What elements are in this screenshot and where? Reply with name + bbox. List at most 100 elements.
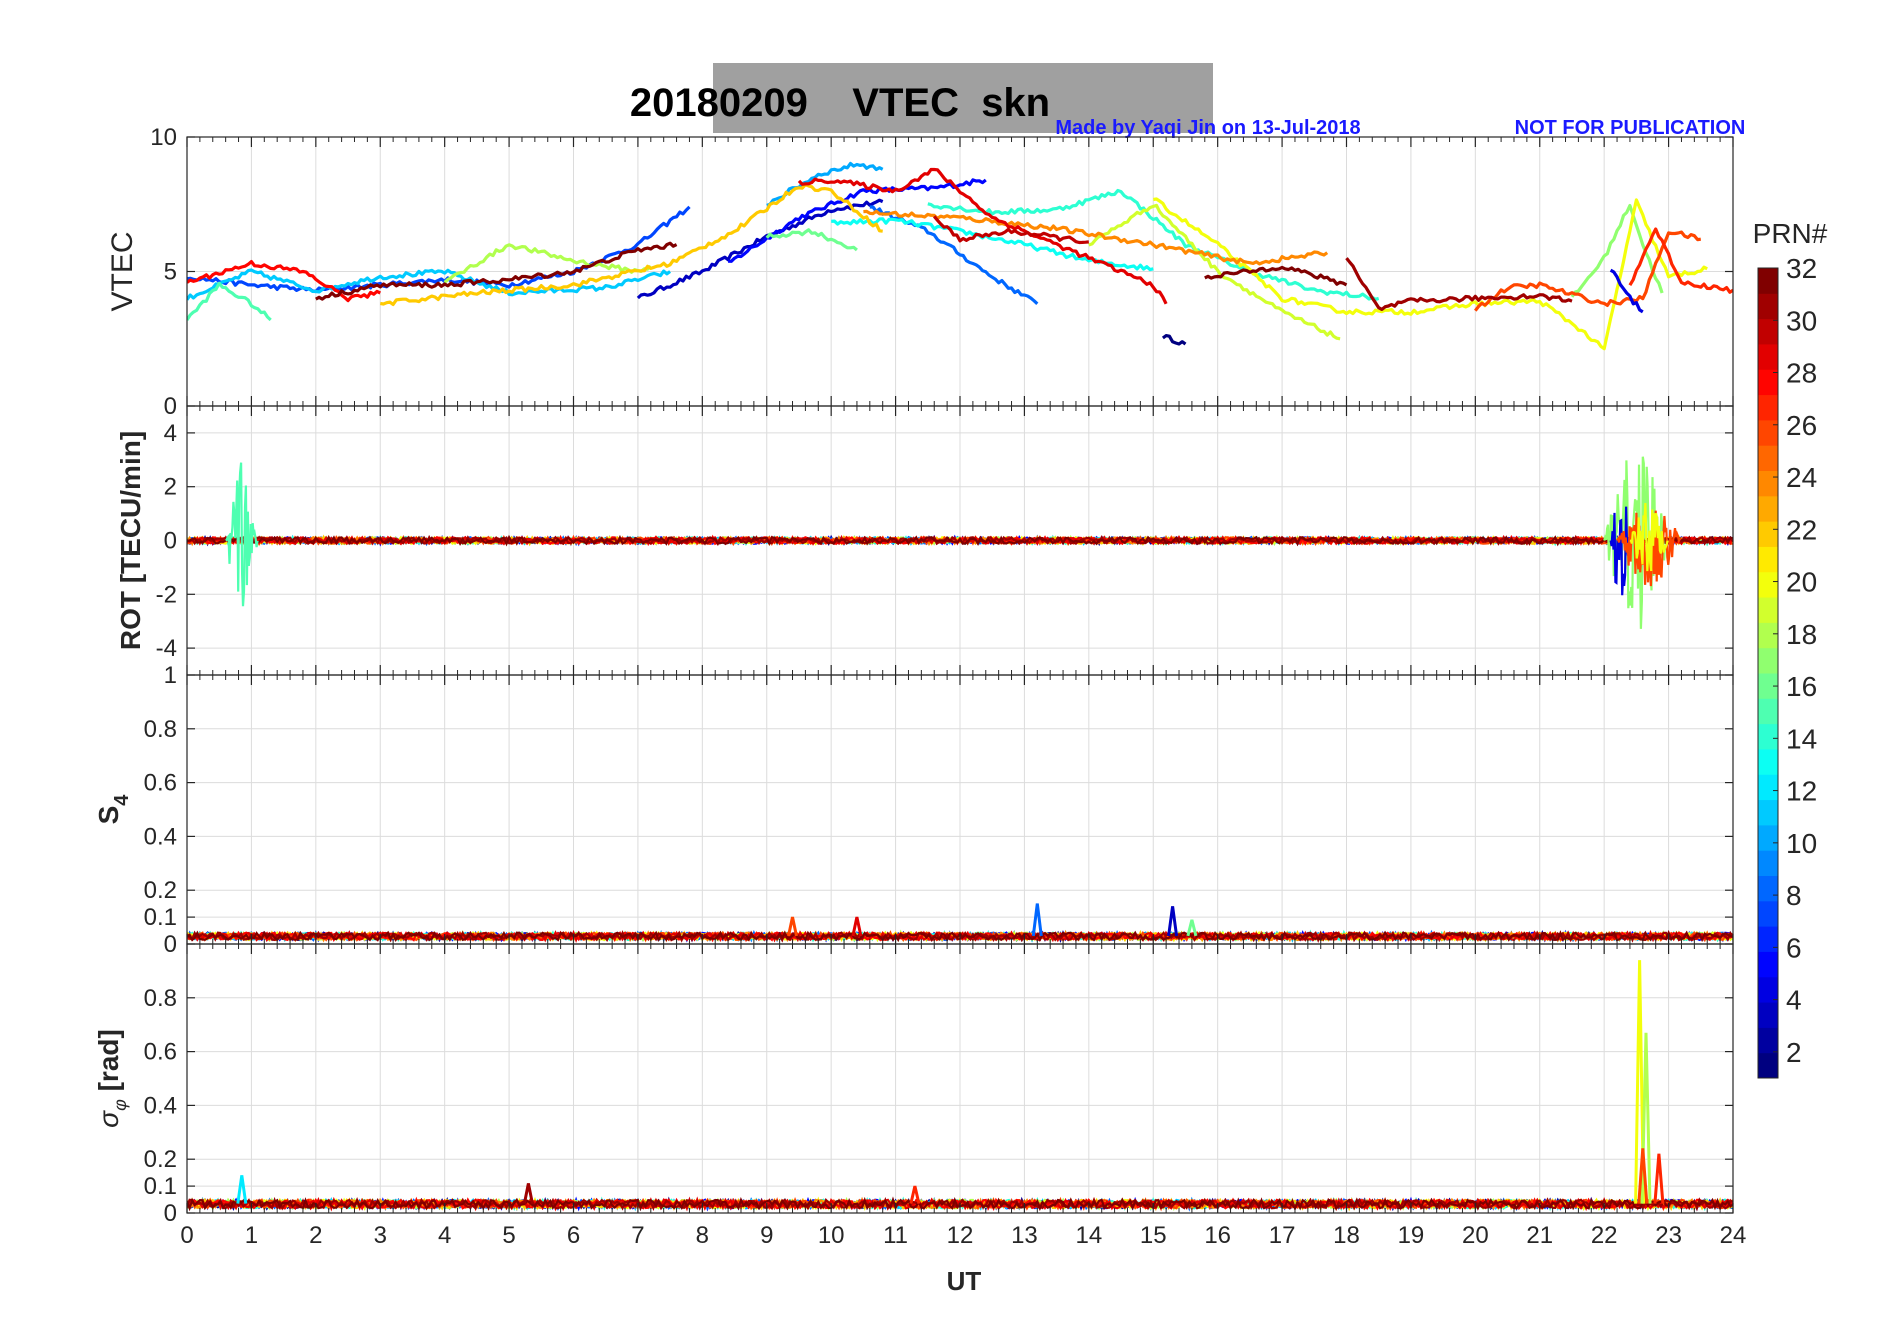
colorbar-swatch (1758, 369, 1778, 396)
y-tick-label: 0.6 (144, 1039, 177, 1066)
series-line-prn-31 (1345, 257, 1573, 311)
colorbar-tick-label: 10 (1786, 828, 1817, 859)
colorbar-swatch (1758, 1027, 1778, 1054)
colorbar-swatch (1758, 647, 1778, 674)
y-tick-label: 0.1 (144, 904, 177, 931)
x-tick-label: 23 (1655, 1222, 1682, 1249)
colorbar-swatch (1758, 394, 1778, 421)
series-line-prn-4 (1609, 268, 1644, 314)
colorbar-tick-label: 20 (1786, 567, 1817, 598)
colorbar-swatch (1758, 268, 1778, 294)
colorbar-swatch (1758, 951, 1778, 978)
y-tick-label: 0 (164, 393, 177, 420)
spike-prn-29 (851, 916, 863, 937)
panel-s4: 00.10.2 0.4 0.6 0.8 1 S4 (93, 662, 1734, 958)
colorbar-swatch (1758, 824, 1778, 851)
series-line-prn-16 (765, 228, 858, 252)
x-tick-label: 8 (696, 1222, 709, 1249)
colorbar-swatch (1758, 1002, 1778, 1028)
series-line-prn-29 (797, 167, 1168, 305)
series-line-prn-28 (187, 260, 381, 303)
series-line-prn-32 (1204, 265, 1348, 287)
y-tick-label: 0.2 (144, 1146, 177, 1173)
x-tick-label: 21 (1526, 1222, 1553, 1249)
x-tick-label: 11 (883, 1222, 908, 1249)
x-axis-label: UT (947, 1266, 982, 1296)
panel-sigma-phi: 00.10.20.40.60.8σφ [rad]0 1 2 3 4 5 6 7 8 9 10 11 12… (93, 943, 1747, 1249)
spike-prn-16 (1186, 919, 1198, 937)
series-line-prn-22 (380, 183, 883, 307)
burst-prn-15 (225, 462, 259, 607)
colorbar-swatch (1758, 318, 1778, 345)
y-tick-label: 0 (164, 528, 177, 555)
x-tick-label: 22 (1591, 1222, 1618, 1249)
y-axis-label: σφ [rad] (93, 1029, 130, 1128)
spike-prn-20 (1634, 960, 1646, 1204)
colorbar-frame (1757, 267, 1779, 1079)
colorbar-tick-label: 2 (1786, 1037, 1802, 1068)
x-tick-label: 9 (760, 1222, 773, 1249)
colorbar-swatch (1758, 926, 1778, 952)
spike-prn-27 (1653, 1153, 1665, 1204)
x-tick-label: 0 (180, 1222, 193, 1249)
y-tick-label: -4 (156, 635, 177, 662)
colorbar-swatch (1758, 850, 1778, 876)
spike-prn-18 (1640, 1032, 1652, 1204)
y-tick-label: 0 (164, 931, 177, 958)
series-line-prn-5 (728, 178, 987, 263)
y-tick-label: -2 (156, 581, 177, 608)
colorbar-swatch (1758, 597, 1778, 623)
colorbar-swatch (1758, 698, 1778, 725)
series-line-prn-32 (315, 241, 678, 301)
series-line-prn-1 (1161, 334, 1187, 346)
x-tick-label: 24 (1720, 1222, 1747, 1249)
x-tick-label: 5 (502, 1222, 515, 1249)
x-tick-label: 4 (438, 1222, 451, 1249)
colorbar-swatch (1758, 875, 1778, 902)
y-tick-label: 0 (164, 1200, 177, 1227)
y-tick-label: 2 (164, 474, 177, 501)
x-tick-label: 7 (631, 1222, 644, 1249)
spike-prn-12 (236, 1175, 248, 1204)
panel-vtec: 0 5 10 VTEC (106, 124, 1734, 420)
x-tick-label: 2 (309, 1222, 322, 1249)
spike-prn-26 (787, 916, 798, 937)
colorbar-swatch (1758, 419, 1778, 446)
y-tick-label: 5 (164, 259, 177, 286)
y-tick-label: 0.4 (144, 1092, 177, 1119)
series-line-prn-15 (187, 281, 272, 322)
colorbar-swatch (1758, 723, 1778, 750)
series-line-prn-19 (1088, 203, 1341, 341)
colorbar-tick-label: 22 (1786, 514, 1817, 545)
y-tick-label: 0.6 (144, 770, 177, 797)
colorbar-swatch (1758, 976, 1778, 1003)
colorbar-swatch (1758, 1052, 1778, 1079)
x-tick-label: 6 (567, 1222, 580, 1249)
y-tick-label: 0.4 (144, 823, 177, 850)
spike-prn-31 (522, 1183, 534, 1204)
colorbar-label: PRN# (1753, 218, 1828, 249)
colorbar-tick-label: 6 (1786, 932, 1802, 963)
colorbar-swatch (1758, 673, 1778, 699)
x-tick-label: 19 (1398, 1222, 1425, 1249)
x-tick-label: 15 (1140, 1222, 1167, 1249)
spike-prn-26 (1637, 1148, 1649, 1204)
chart-title: 20180209 VTEC skn (630, 81, 1050, 125)
x-tick-label: 17 (1269, 1222, 1296, 1249)
x-tick-label: 16 (1204, 1222, 1231, 1249)
colorbar-tick-label: 16 (1786, 671, 1817, 702)
series-line-prn-11 (187, 268, 672, 301)
colorbar-tick-label: 12 (1786, 776, 1817, 807)
colorbar-tick-label: 30 (1786, 305, 1817, 336)
colorbar-swatch (1758, 799, 1778, 826)
colorbar-tick-label: 8 (1786, 880, 1802, 911)
series-line-prn-27 (1628, 227, 1733, 294)
title-banner (713, 63, 1213, 133)
data-layer (187, 456, 1733, 629)
colorbar-tick-label: 32 (1786, 253, 1817, 284)
colorbar-swatch (1758, 571, 1778, 598)
series-line-prn-30 (932, 215, 1089, 245)
x-tick-label: 3 (374, 1222, 387, 1249)
series-line-prn-18 (443, 243, 652, 284)
